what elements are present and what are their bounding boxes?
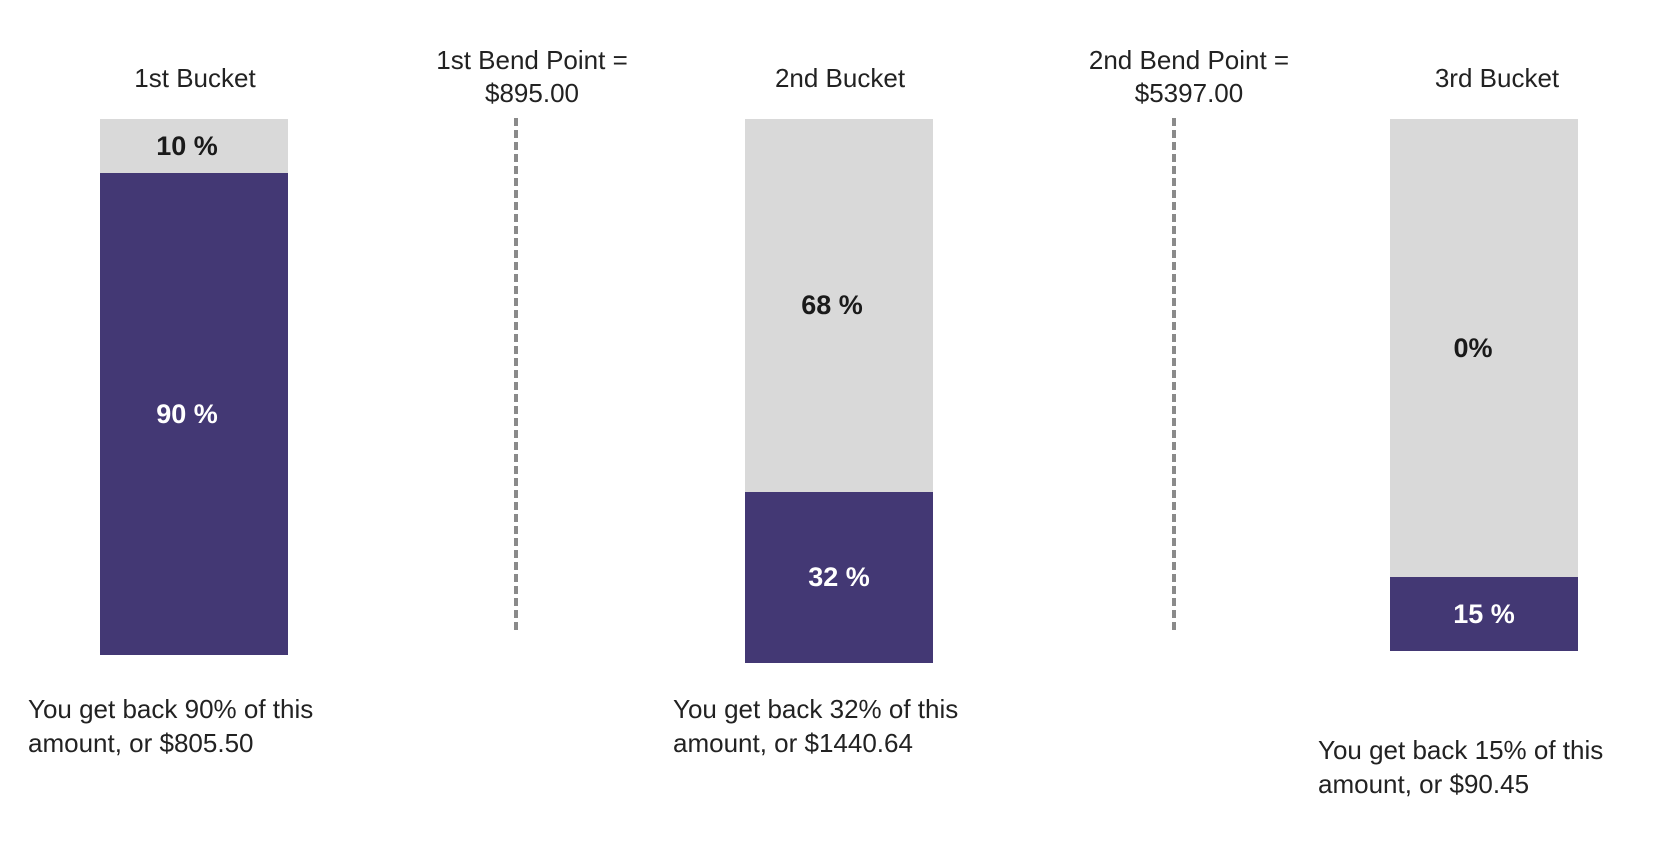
bucket-2-caption-line2: amount, or $1440.64 bbox=[673, 728, 913, 758]
bucket-1-caption-line1: You get back 90% of this bbox=[28, 694, 314, 724]
bucket-3-top-segment: 0% bbox=[1390, 119, 1578, 577]
bucket-3-bar: 0% 15 % bbox=[1390, 119, 1578, 651]
bucket-2-bar: 68 % 32 % bbox=[745, 119, 933, 663]
bucket-3-caption-line2: amount, or $90.45 bbox=[1318, 769, 1530, 799]
bucket-3-title: 3rd Bucket bbox=[1434, 63, 1560, 93]
bucket-2-top-segment: 68 % bbox=[745, 119, 933, 492]
bend-point-1-line2: $895.00 bbox=[485, 78, 579, 108]
bucket-2-caption-line1: You get back 32% of this bbox=[673, 694, 959, 724]
bend-point-2-line2: $5397.00 bbox=[1134, 78, 1244, 108]
bucket-2-title: 2nd Bucket bbox=[774, 63, 906, 93]
bucket-1-title: 1st Bucket bbox=[134, 63, 256, 93]
bend-point-2-divider bbox=[1172, 118, 1176, 630]
bend-point-1-divider bbox=[514, 118, 518, 630]
bucket-3-caption: You get back 15% of this amount, or $90.… bbox=[1318, 733, 1665, 801]
bend-point-1-line1: 1st Bend Point = bbox=[436, 45, 628, 75]
bend-point-2-label: 2nd Bend Point = $5397.00 bbox=[1049, 44, 1329, 110]
bucket-2-bottom-segment: 32 % bbox=[745, 492, 933, 663]
bucket-1-caption-line2: amount, or $805.50 bbox=[28, 728, 254, 758]
bucket-1-bar: 10 % 90 % bbox=[100, 119, 288, 655]
bucket-1-top-segment: 10 % bbox=[100, 119, 288, 173]
bend-point-2-line1: 2nd Bend Point = bbox=[1088, 45, 1290, 75]
bend-point-1-label: 1st Bend Point = $895.00 bbox=[392, 44, 672, 110]
bucket-2-caption: You get back 32% of this amount, or $144… bbox=[673, 692, 1033, 760]
bucket-3-caption-line1: You get back 15% of this bbox=[1318, 735, 1604, 765]
bucket-3-bottom-segment: 15 % bbox=[1390, 577, 1578, 651]
bucket-1-bottom-segment: 90 % bbox=[100, 173, 288, 655]
bucket-1-caption: You get back 90% of this amount, or $805… bbox=[28, 692, 388, 760]
